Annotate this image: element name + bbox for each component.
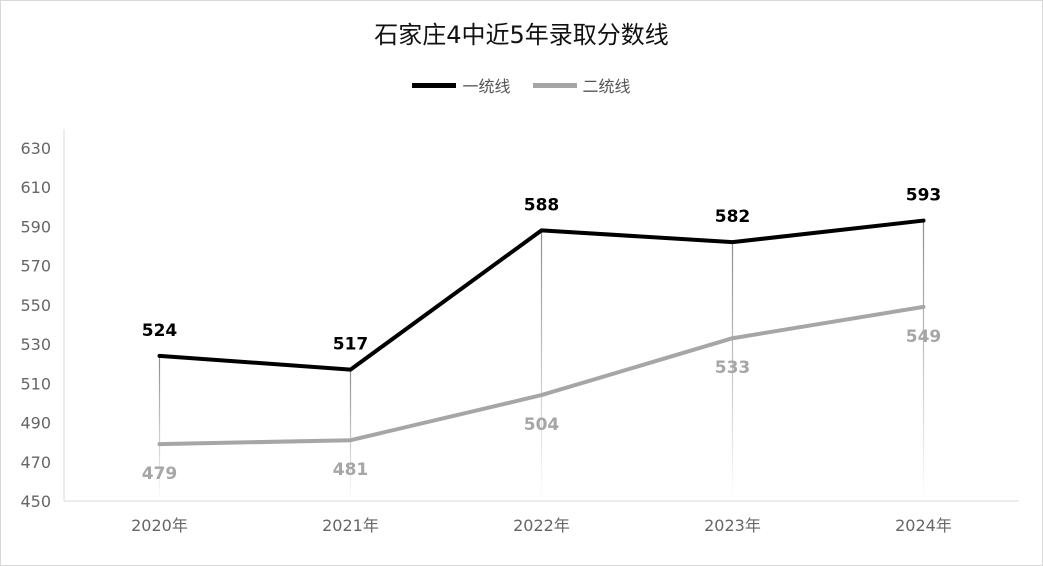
data-label: 549 (906, 327, 942, 347)
legend-item-series-1: 一统线 (412, 73, 511, 97)
data-label: 533 (715, 358, 751, 378)
y-tick-label: 550 (20, 296, 51, 315)
data-label: 588 (524, 195, 560, 215)
legend-swatch-series-1 (412, 82, 457, 88)
drop-line (158, 355, 161, 501)
y-tick-label: 490 (20, 414, 51, 433)
y-tick-label: 630 (20, 139, 51, 158)
drop-line (922, 220, 925, 502)
legend-label-series-2: 二统线 (582, 77, 631, 96)
y-tick-label: 570 (20, 257, 51, 276)
data-label: 517 (333, 335, 369, 355)
y-tick-label: 450 (20, 492, 51, 511)
series-line (157, 218, 926, 372)
legend-swatch-series-2 (532, 82, 577, 88)
x-tick-label: 2023年 (704, 516, 761, 535)
x-tick-label: 2021年 (322, 516, 379, 535)
data-label: 479 (142, 464, 178, 484)
legend-label-series-1: 一统线 (462, 77, 511, 96)
x-tick-label: 2022年 (513, 516, 570, 535)
chart-title: 石家庄4中近5年录取分数线 (374, 21, 669, 49)
x-tick-label: 2024年 (895, 516, 952, 535)
y-tick-label: 470 (20, 453, 51, 472)
legend-item-series-2: 二统线 (532, 73, 631, 97)
chart-legend: 一统线 二统线 (1, 73, 1042, 97)
y-tick-label: 610 (20, 178, 51, 197)
series-line (157, 304, 926, 447)
y-tick-label: 530 (20, 335, 51, 354)
data-label: 524 (142, 321, 178, 341)
drop-line (731, 242, 734, 501)
y-tick-label: 590 (20, 217, 51, 236)
drop-line (540, 230, 543, 501)
data-label: 593 (906, 186, 942, 206)
x-tick-label: 2020年 (131, 516, 188, 535)
data-label: 481 (333, 460, 369, 480)
y-tick-label: 510 (20, 374, 51, 393)
drop-line (349, 369, 352, 501)
data-label: 504 (524, 415, 560, 435)
data-label: 582 (715, 207, 751, 227)
